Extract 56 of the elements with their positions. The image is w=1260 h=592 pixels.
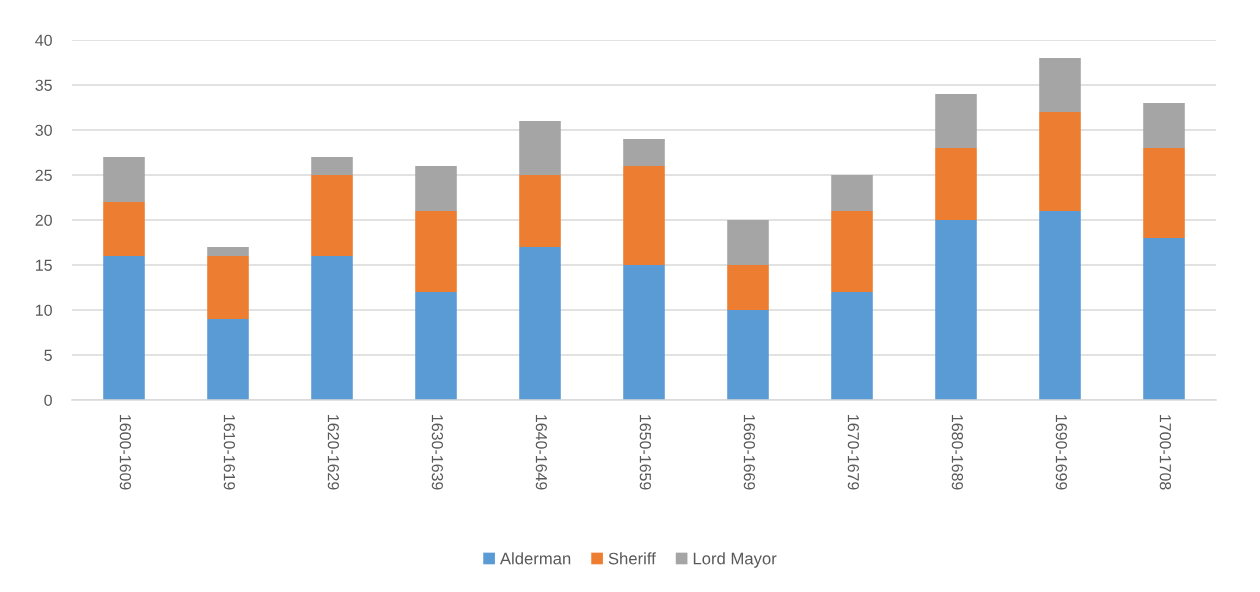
x-tick-label: 1680-1689 [951, 415, 964, 490]
bar [207, 319, 249, 400]
bar [1143, 238, 1185, 400]
bar [311, 175, 353, 256]
bar [623, 139, 665, 166]
y-tick-label: 15 [36, 259, 52, 271]
y-tick-label: 25 [35, 169, 52, 181]
legend-label: Sheriff [608, 552, 656, 565]
y-tick-label: 40 [35, 34, 52, 46]
bar [103, 256, 145, 400]
bar [935, 220, 977, 400]
bar [1039, 211, 1081, 400]
y-tick-label: 30 [35, 124, 52, 136]
x-tick-label: 1600-1609 [119, 415, 132, 490]
bar [1143, 103, 1185, 148]
bar [1143, 148, 1185, 238]
x-tick-label: 1620-1629 [327, 415, 340, 490]
bar [935, 148, 977, 220]
bar [727, 265, 769, 310]
bar [207, 256, 249, 319]
x-tick-label: 1670-1679 [847, 415, 860, 490]
bar [935, 94, 977, 148]
bar [519, 247, 561, 400]
bar [831, 211, 873, 292]
bar [103, 157, 145, 202]
x-tick-label: 1660-1669 [743, 415, 756, 490]
bar [623, 166, 665, 265]
bar [311, 157, 353, 175]
legend-label: Alderman [499, 552, 571, 565]
x-tick-label: 1650-1659 [639, 415, 652, 490]
y-tick-label: 0 [44, 394, 52, 406]
x-tick-label: 1610-1619 [223, 415, 236, 490]
y-tick-label: 20 [35, 214, 52, 226]
bar [103, 202, 145, 256]
bar [1039, 58, 1081, 112]
bar [727, 220, 769, 265]
bar [311, 256, 353, 400]
y-tick-label: 10 [36, 304, 52, 316]
bar [519, 121, 561, 175]
bar [831, 292, 873, 400]
bar [415, 211, 457, 292]
bar [831, 175, 873, 211]
bar [623, 265, 665, 400]
bar [415, 292, 457, 400]
bar [1039, 112, 1081, 211]
y-tick-label: 35 [35, 79, 52, 91]
x-tick-label: 1700-1708 [1159, 415, 1172, 490]
bar [727, 310, 769, 400]
bar [519, 175, 561, 247]
bar [415, 166, 457, 211]
bar [207, 247, 249, 256]
x-tick-label: 1690-1699 [1055, 415, 1068, 490]
y-tick-label: 5 [44, 349, 52, 361]
x-tick-label: 1630-1639 [431, 415, 444, 490]
x-tick-label: 1640-1649 [535, 415, 548, 490]
legend-label: Lord Mayor [693, 552, 777, 568]
